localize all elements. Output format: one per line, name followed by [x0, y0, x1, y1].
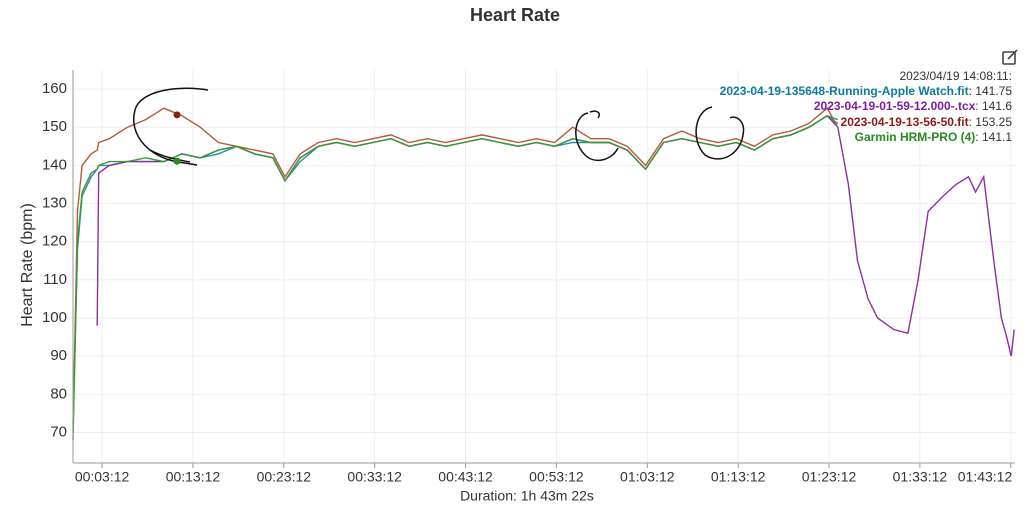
- edit-icon[interactable]: [1002, 49, 1018, 65]
- hover-marker: [173, 111, 181, 119]
- annotation: [133, 87, 745, 166]
- legend-value: 141.75: [969, 84, 1012, 98]
- x-tick-label: 00:13:12: [166, 469, 221, 485]
- series-line: [72, 107, 839, 433]
- x-tick-label: 01:03:12: [620, 469, 675, 485]
- y-tick-label: 120: [42, 233, 67, 250]
- legend-value: 141.1: [975, 130, 1012, 144]
- legend-label: 2023-04-19-01-59-12.000-.tcx: [813, 99, 976, 114]
- x-tick-label: 00:43:12: [438, 469, 493, 485]
- legend-entry[interactable]: 2023-04-19-01-59-12.000-.tcx141.6: [720, 99, 1012, 114]
- y-axis-label: Heart Rate (bpm): [19, 203, 36, 327]
- legend-entry[interactable]: Garmin HRM-PRO (4)141.1: [720, 130, 1012, 145]
- x-tick-label: 01:43:12: [958, 469, 1013, 485]
- chart-title: Heart Rate: [470, 5, 560, 25]
- tooltip: 2023/04/19 14:08:11: 2023-04-19-135648-R…: [720, 69, 1012, 145]
- y-tick-label: 90: [50, 347, 67, 364]
- y-tick-label: 80: [50, 385, 67, 402]
- hover-marker: [173, 157, 181, 165]
- y-tick-label: 100: [42, 309, 67, 326]
- legend-label: 2023-04-19-135648-Running-Apple Watch.fi…: [719, 84, 969, 99]
- legend-entry[interactable]: 2023-04-19-13-56-50.fit153.25: [720, 115, 1012, 130]
- x-tick-label: 01:13:12: [711, 469, 766, 485]
- legend-label: Garmin HRM-PRO (4): [854, 129, 976, 144]
- tooltip-time: 2023/04/19 14:08:11:: [899, 69, 1012, 83]
- y-tick-label: 140: [42, 156, 67, 173]
- legend-value: 153.25: [969, 115, 1012, 129]
- x-tick-label: 00:53:12: [529, 469, 584, 485]
- series-line: [72, 115, 839, 441]
- y-tick-label: 70: [50, 423, 67, 440]
- x-tick-label: 01:23:12: [802, 469, 857, 485]
- x-tick-label: 01:33:12: [893, 469, 948, 485]
- legend-label: 2023-04-19-13-56-50.fit: [840, 114, 969, 129]
- y-tick-label: 160: [42, 80, 67, 97]
- x-tick-label: 00:33:12: [347, 469, 402, 485]
- x-axis-label: Duration: 1h 43m 22s: [460, 488, 594, 504]
- series-line: [96, 114, 1015, 357]
- legend: 2023-04-19-135648-Running-Apple Watch.fi…: [720, 84, 1012, 145]
- x-tick-label: 00:03:12: [75, 469, 130, 485]
- plot: [72, 107, 1015, 441]
- legend-value: 141.6: [975, 99, 1012, 113]
- legend-entry[interactable]: 2023-04-19-135648-Running-Apple Watch.fi…: [720, 84, 1012, 99]
- y-tick-label: 130: [42, 195, 67, 212]
- y-tick-label: 110: [43, 271, 67, 288]
- x-tick-label: 00:23:12: [257, 469, 312, 485]
- y-tick-label: 150: [42, 118, 67, 135]
